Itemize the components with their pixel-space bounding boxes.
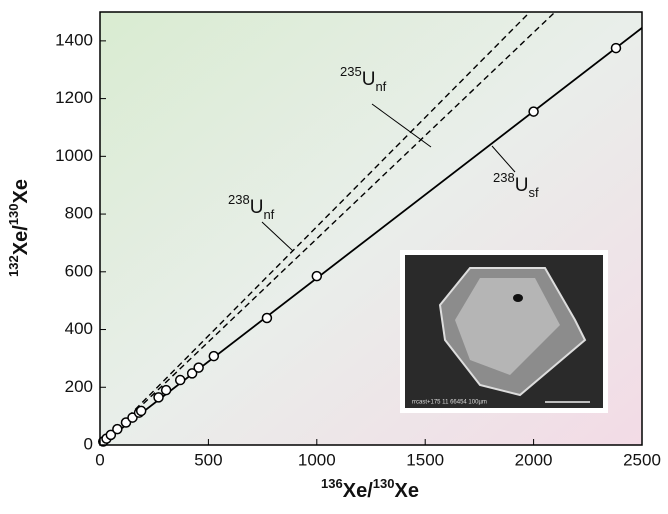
x-tick-label: 2000 [515, 450, 553, 469]
label-leader [491, 145, 516, 173]
axis-title-superscript: 130 [6, 204, 21, 226]
point [193, 362, 204, 373]
axis-title-superscript: 130 [373, 476, 395, 491]
reference-line [99, 11, 556, 446]
axis-title-part: Xe/ [343, 480, 373, 502]
label-leader [261, 221, 294, 252]
x-axis-title: 136Xe/130Xe [321, 476, 419, 502]
label-sub: nf [263, 207, 274, 222]
point [135, 405, 147, 417]
x-tick-label: 2500 [623, 450, 661, 469]
crystal-core [455, 278, 560, 375]
y-tick-label: 1400 [55, 30, 93, 49]
point [160, 384, 172, 396]
point [528, 106, 539, 117]
point [112, 423, 123, 435]
label-leader [371, 103, 432, 148]
label-sub: nf [375, 79, 386, 94]
point [610, 42, 622, 54]
line-label: 238Usf [493, 170, 539, 200]
y-tick-label: 600 [65, 261, 93, 280]
y-tick-label: 0 [84, 434, 93, 453]
label-symbol: U [362, 69, 376, 90]
axis-title-superscript: 136 [321, 476, 343, 491]
y-axis-title: 132Xe/130Xe [6, 179, 32, 277]
y-tick-label: 200 [65, 377, 93, 396]
label-symbol: U [515, 175, 529, 196]
point [311, 270, 323, 282]
inset-caption: rrcast+175 11 66454 100µm [412, 400, 487, 406]
point [261, 312, 273, 324]
label-symbol: U [250, 197, 264, 218]
reference-line [99, 11, 531, 446]
x-tick-label: 1500 [406, 450, 444, 469]
axis-title-part: Xe [394, 480, 418, 502]
axis-title-part: Xe [10, 179, 32, 203]
y-tick-label: 1000 [55, 146, 93, 165]
label-sub: sf [528, 185, 539, 200]
point [174, 374, 186, 386]
x-tick-label: 1000 [298, 450, 336, 469]
y-tick-label: 800 [65, 204, 93, 223]
y-tick-label: 1200 [55, 88, 93, 107]
line-label: 238Unf [228, 192, 275, 222]
point [153, 392, 164, 403]
point [186, 368, 198, 379]
plot-frame [99, 11, 643, 446]
axis-title-superscript: 132 [6, 255, 21, 277]
x-tick-label: 0 [95, 450, 104, 469]
y-tick-label: 400 [65, 319, 93, 338]
point [105, 429, 117, 441]
label-mass: 238 [493, 170, 515, 185]
axis-title-part: Xe/ [10, 225, 32, 255]
inclusion [513, 294, 523, 302]
inset-image: rrcast+175 11 66454 100µm [400, 250, 608, 413]
x-tick-label: 500 [194, 450, 222, 469]
point [208, 350, 220, 362]
line-label: 235Unf [340, 64, 387, 94]
label-mass: 235 [340, 64, 362, 79]
label-mass: 238 [228, 192, 250, 207]
